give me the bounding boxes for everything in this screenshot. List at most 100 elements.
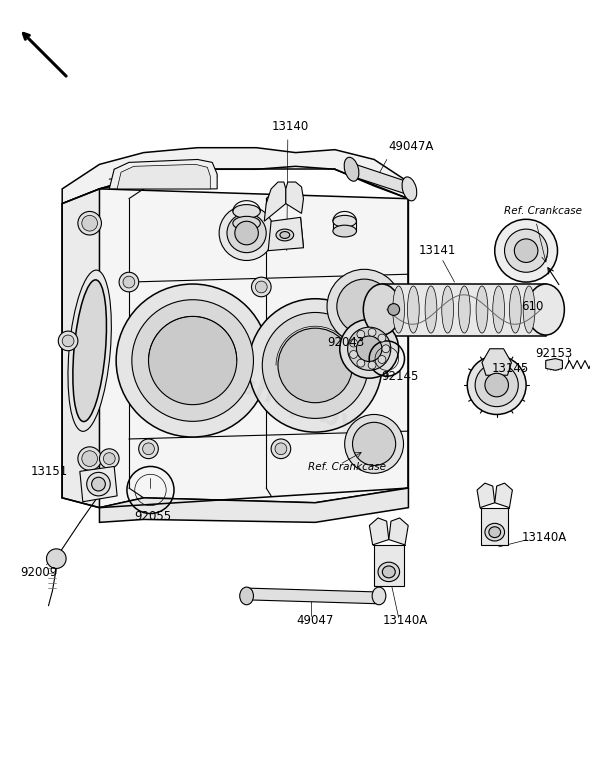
Polygon shape (382, 284, 546, 336)
Text: 49047A: 49047A (389, 140, 434, 153)
Text: 92009: 92009 (20, 567, 57, 580)
Polygon shape (477, 483, 495, 508)
Circle shape (262, 312, 368, 419)
Circle shape (149, 316, 237, 405)
Ellipse shape (402, 177, 417, 201)
Text: 610: 610 (521, 300, 544, 313)
Ellipse shape (493, 286, 505, 333)
Circle shape (92, 477, 106, 491)
Polygon shape (268, 217, 304, 250)
Ellipse shape (233, 205, 260, 219)
Circle shape (256, 281, 267, 293)
Circle shape (78, 212, 101, 235)
Ellipse shape (333, 226, 356, 237)
Polygon shape (62, 148, 409, 204)
Circle shape (82, 451, 98, 467)
Ellipse shape (476, 286, 488, 333)
Text: 92043: 92043 (327, 336, 364, 350)
Ellipse shape (276, 229, 293, 241)
Circle shape (353, 422, 395, 466)
Polygon shape (109, 160, 217, 189)
Text: 92153: 92153 (535, 347, 572, 360)
Polygon shape (370, 518, 389, 545)
Circle shape (368, 361, 376, 369)
Circle shape (119, 272, 139, 292)
Circle shape (123, 276, 135, 288)
Polygon shape (286, 182, 304, 213)
Circle shape (87, 472, 110, 496)
Polygon shape (350, 163, 412, 196)
Circle shape (78, 447, 101, 470)
Polygon shape (247, 588, 379, 604)
Circle shape (58, 331, 78, 351)
Polygon shape (117, 164, 211, 189)
Text: 92145: 92145 (381, 370, 418, 384)
Ellipse shape (458, 286, 470, 333)
Circle shape (340, 319, 398, 378)
Text: Ref. Crankcase: Ref. Crankcase (308, 462, 386, 471)
Circle shape (505, 229, 548, 272)
Ellipse shape (68, 270, 112, 432)
Circle shape (378, 356, 386, 363)
Ellipse shape (407, 286, 419, 333)
Polygon shape (80, 467, 117, 501)
Circle shape (378, 334, 386, 342)
Polygon shape (100, 189, 409, 508)
Circle shape (251, 277, 271, 297)
Polygon shape (62, 176, 143, 508)
Circle shape (100, 449, 119, 468)
Circle shape (357, 360, 365, 367)
Ellipse shape (393, 286, 404, 333)
Circle shape (275, 443, 287, 455)
Ellipse shape (523, 286, 535, 333)
Circle shape (337, 279, 392, 334)
Circle shape (227, 213, 266, 253)
Circle shape (235, 221, 259, 245)
Text: 13140A: 13140A (383, 614, 428, 626)
Ellipse shape (425, 286, 437, 333)
Circle shape (514, 239, 538, 263)
Ellipse shape (527, 284, 565, 335)
Ellipse shape (364, 284, 401, 335)
Ellipse shape (240, 587, 253, 605)
Circle shape (327, 270, 401, 344)
Ellipse shape (233, 216, 260, 230)
Circle shape (62, 335, 74, 346)
Polygon shape (482, 349, 511, 375)
Ellipse shape (378, 562, 400, 581)
Circle shape (374, 312, 394, 331)
Circle shape (388, 304, 400, 315)
Ellipse shape (509, 286, 521, 333)
Polygon shape (374, 545, 404, 586)
Circle shape (467, 356, 526, 415)
Ellipse shape (344, 157, 359, 181)
Circle shape (368, 329, 376, 336)
Ellipse shape (372, 587, 386, 605)
Circle shape (139, 439, 158, 459)
Ellipse shape (73, 280, 106, 422)
Ellipse shape (280, 232, 290, 239)
Circle shape (132, 300, 253, 422)
Text: 13145: 13145 (492, 362, 529, 375)
Ellipse shape (485, 523, 505, 541)
Polygon shape (264, 182, 286, 221)
Ellipse shape (382, 566, 395, 578)
Circle shape (495, 219, 557, 282)
Text: 49047: 49047 (296, 614, 334, 626)
Text: 13151: 13151 (31, 465, 68, 478)
Circle shape (47, 549, 66, 568)
Circle shape (116, 284, 269, 437)
Circle shape (350, 350, 358, 358)
Ellipse shape (442, 286, 454, 333)
Polygon shape (495, 483, 512, 508)
Polygon shape (546, 359, 562, 370)
Polygon shape (100, 488, 409, 522)
Circle shape (485, 374, 508, 397)
Text: Fowlershop.by: Fowlershop.by (136, 336, 361, 439)
Ellipse shape (489, 527, 500, 538)
Circle shape (278, 328, 353, 403)
Circle shape (356, 336, 382, 361)
Circle shape (347, 327, 391, 370)
Circle shape (378, 433, 390, 445)
Text: 13140: 13140 (272, 120, 310, 133)
